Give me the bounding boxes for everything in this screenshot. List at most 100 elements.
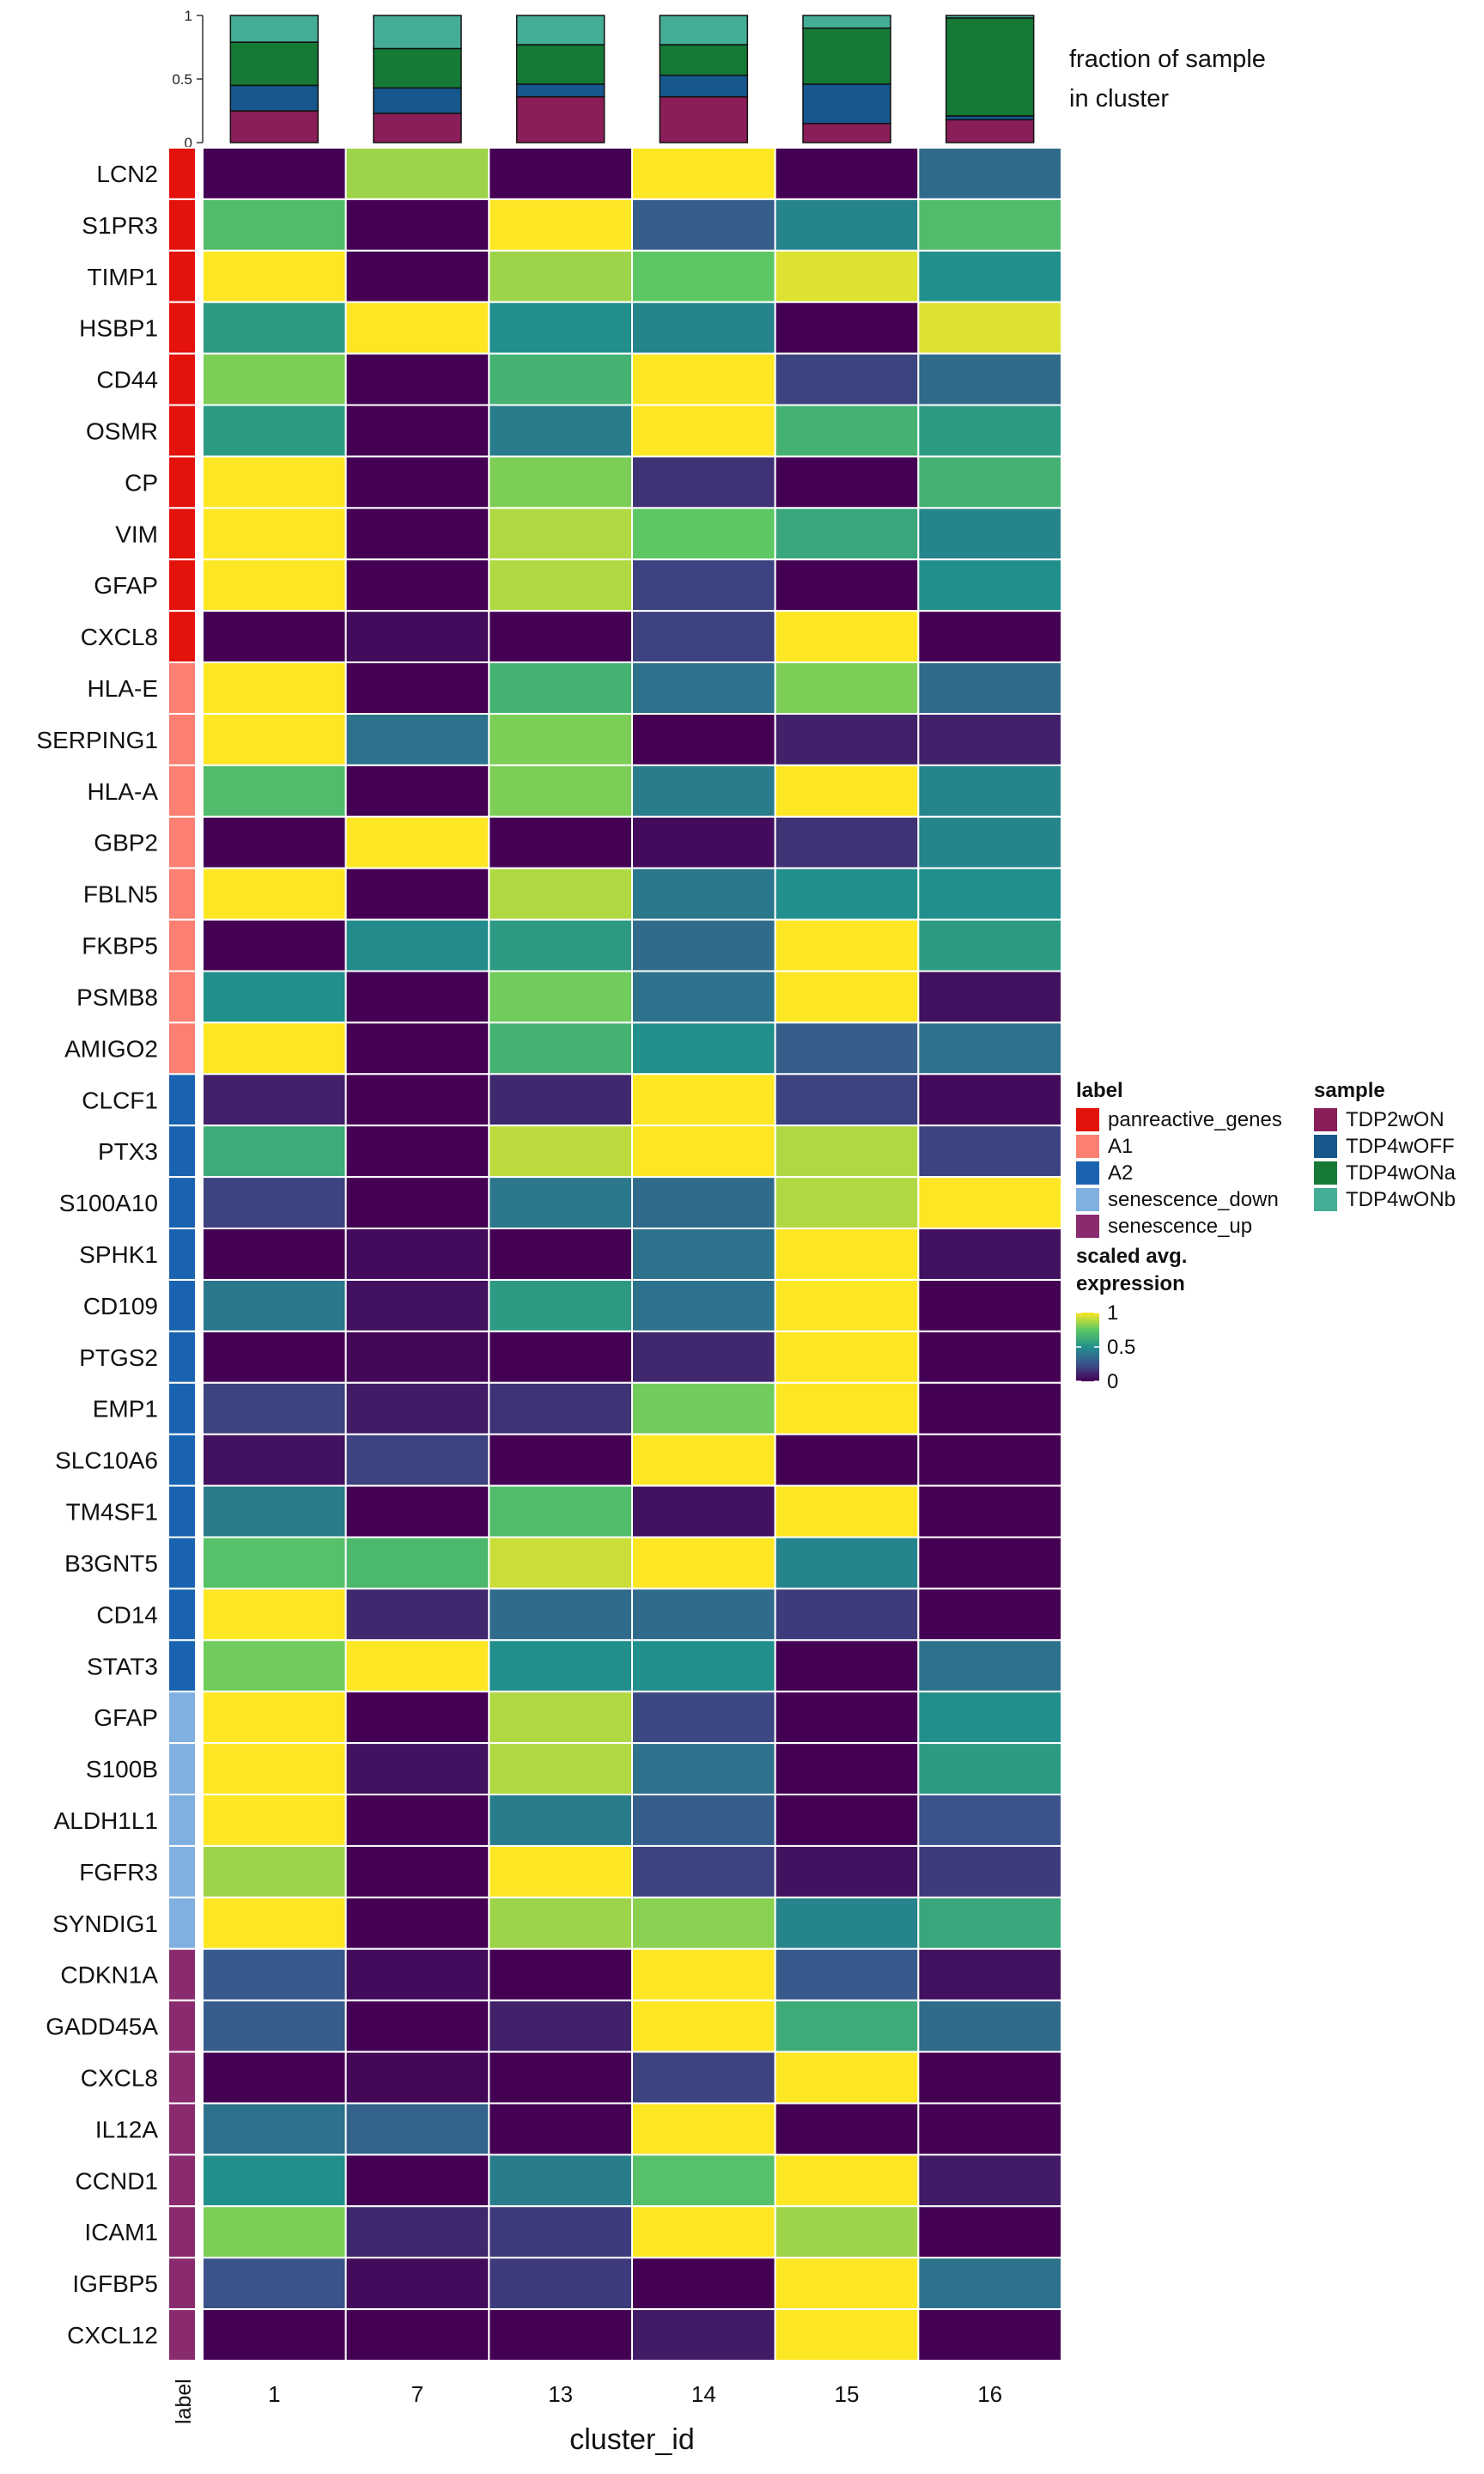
legend-label-swatch bbox=[1076, 1108, 1099, 1131]
heatmap-cell bbox=[631, 1999, 776, 2053]
label-strip-cell bbox=[167, 2308, 197, 2361]
heatmap-cell bbox=[631, 1228, 776, 1281]
heatmap-cell bbox=[774, 1228, 920, 1281]
heatmap-cell bbox=[917, 1228, 1063, 1281]
heatmap-cell bbox=[202, 2102, 347, 2156]
heatmap-cell bbox=[344, 1484, 490, 1539]
top-bar-segment bbox=[945, 15, 1035, 19]
heatmap-cell bbox=[774, 661, 920, 715]
heatmap-cell bbox=[917, 558, 1063, 612]
top-bar-segment bbox=[802, 15, 891, 29]
gene-label: HLA-A bbox=[88, 778, 159, 805]
heatmap-cell bbox=[488, 712, 633, 766]
label-strip-cell bbox=[167, 2205, 197, 2259]
heatmap-cell bbox=[774, 1999, 920, 2053]
heatmap-cell bbox=[202, 661, 347, 715]
heatmap-cell bbox=[488, 1794, 633, 1847]
heatmap-cell bbox=[774, 610, 920, 664]
heatmap-cell bbox=[917, 764, 1063, 818]
heatmap-cell bbox=[488, 1844, 633, 1898]
heatmap-cell bbox=[202, 1433, 347, 1487]
heatmap-cell bbox=[488, 970, 633, 1024]
heatmap-cell bbox=[774, 2102, 920, 2156]
gene-label: S100B bbox=[86, 1756, 158, 1782]
label-strip-cell bbox=[167, 1073, 197, 1127]
heatmap-cell bbox=[344, 661, 490, 715]
heatmap-cell bbox=[488, 1381, 633, 1435]
label-strip-cell bbox=[167, 2050, 197, 2105]
label-strip-cell bbox=[167, 1021, 197, 1076]
heatmap-cell bbox=[774, 712, 920, 766]
heatmap-cell bbox=[344, 2257, 490, 2311]
heatmap-cell bbox=[344, 970, 490, 1024]
heatmap-cell bbox=[344, 1124, 490, 1179]
heatmap-cell bbox=[631, 661, 776, 715]
top-bar-label: in cluster bbox=[1069, 85, 1169, 113]
label-strip-cell bbox=[167, 2154, 197, 2208]
heatmap-cell bbox=[488, 918, 633, 972]
heatmap-cell bbox=[917, 1484, 1063, 1539]
top-bar-segment bbox=[945, 119, 1035, 143]
label-strip-cell bbox=[167, 970, 197, 1024]
heatmap-cell bbox=[917, 404, 1063, 458]
heatmap-cell bbox=[631, 867, 776, 921]
heatmap-cell bbox=[202, 1278, 347, 1332]
heatmap-cell bbox=[917, 2257, 1063, 2311]
heatmap-cell bbox=[488, 1176, 633, 1230]
cluster-label: 7 bbox=[411, 2381, 423, 2407]
heatmap-cell bbox=[631, 2308, 776, 2361]
legend-sample-entry: TDP2wON bbox=[1346, 1108, 1444, 1131]
heatmap-cell bbox=[202, 2205, 347, 2259]
heatmap-cell bbox=[202, 2257, 347, 2311]
label-strip-cell bbox=[167, 1176, 197, 1230]
heatmap-cell bbox=[202, 2154, 347, 2208]
heatmap-cell bbox=[488, 1999, 633, 2053]
heatmap-cell bbox=[917, 1381, 1063, 1435]
gene-row-labels: LCN2 S1PR3 TIMP1 HSBP1 CD44 OSMR CP VIM GFAP CXCL… bbox=[36, 161, 158, 2349]
label-strip-cell bbox=[167, 867, 197, 921]
heatmap-cell bbox=[631, 1844, 776, 1898]
heatmap-cell bbox=[917, 455, 1063, 509]
heatmap-cell bbox=[774, 352, 920, 406]
top-bar-segment bbox=[229, 15, 319, 43]
gene-label: CDKN1A bbox=[60, 1962, 158, 1989]
heatmap-cell bbox=[917, 1742, 1063, 1796]
heatmap-cell bbox=[488, 404, 633, 458]
heatmap-cell bbox=[488, 867, 633, 921]
heatmap-cell bbox=[488, 764, 633, 818]
gene-label: GFAP bbox=[94, 572, 158, 599]
heatmap-cell bbox=[917, 249, 1063, 303]
heatmap-cell bbox=[344, 1999, 490, 2053]
legend-label-entry: senescence_up bbox=[1108, 1215, 1252, 1238]
heatmap-cell bbox=[202, 1176, 347, 1230]
label-strip-cell bbox=[167, 1639, 197, 1693]
heatmap-cell bbox=[202, 867, 347, 921]
legend-label-entry: senescence_down bbox=[1108, 1188, 1279, 1211]
heatmap-cell bbox=[774, 249, 920, 303]
heatmap-cell bbox=[202, 815, 347, 869]
heatmap-cell bbox=[488, 1947, 633, 2002]
heatmap-cell bbox=[202, 1587, 347, 1642]
gene-label: SYNDIG1 bbox=[52, 1910, 158, 1937]
top-stacked-bar-chart: 0 0.5 1 fraction of sample in cluster bbox=[172, 8, 1266, 151]
gene-label: CXCL12 bbox=[67, 2322, 158, 2349]
heatmap-cell bbox=[774, 1484, 920, 1539]
heatmap-cell bbox=[631, 2102, 776, 2156]
heatmap-cell bbox=[917, 507, 1063, 561]
heatmap-cell bbox=[344, 352, 490, 406]
heatmap-cell bbox=[917, 2050, 1063, 2105]
heatmap-cell bbox=[917, 815, 1063, 869]
label-strip-cell bbox=[167, 1844, 197, 1898]
heatmap-cell bbox=[774, 2257, 920, 2311]
heatmap-cell bbox=[631, 764, 776, 818]
heatmap-cell bbox=[202, 712, 347, 766]
heatmap-cell bbox=[631, 610, 776, 664]
heatmap-cell bbox=[488, 1021, 633, 1076]
label-strip-cell bbox=[167, 455, 197, 509]
heatmap-cell bbox=[631, 455, 776, 509]
heatmap-cell bbox=[774, 2050, 920, 2105]
top-bar-segment bbox=[945, 17, 1035, 117]
top-bar-segment bbox=[515, 95, 605, 143]
gene-label: S1PR3 bbox=[82, 212, 158, 239]
gene-label: SPHK1 bbox=[79, 1241, 158, 1268]
